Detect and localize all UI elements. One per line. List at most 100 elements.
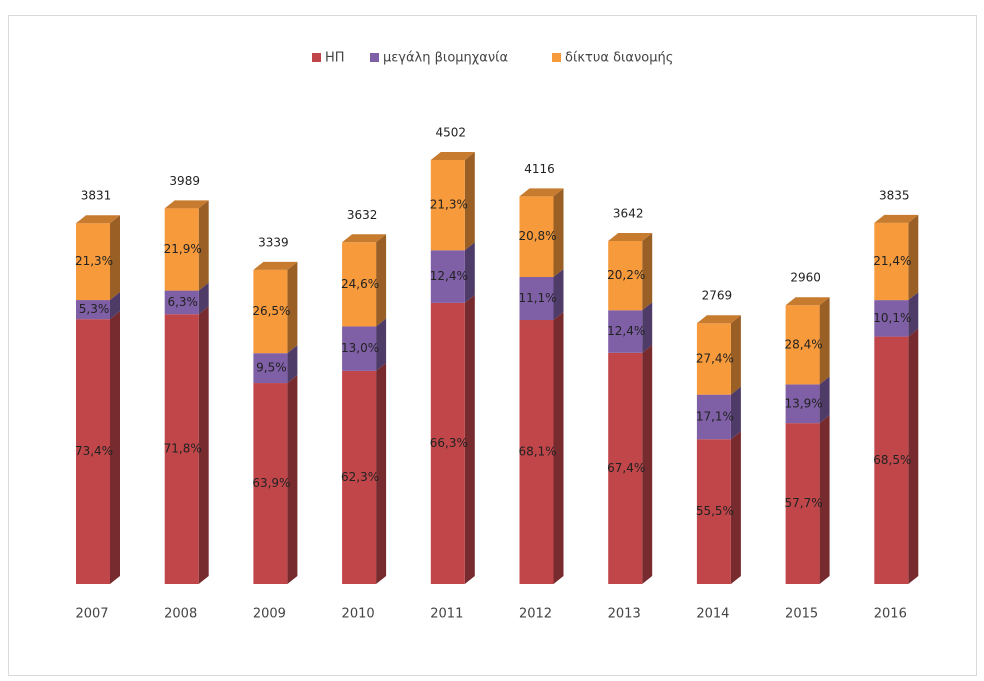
bar-side bbox=[376, 362, 387, 584]
bar-segment bbox=[608, 310, 643, 353]
chart-frame bbox=[8, 15, 977, 676]
bar-segment bbox=[519, 276, 554, 321]
segment-label: 63,9% bbox=[252, 476, 290, 490]
x-tick-label: 2008 bbox=[164, 607, 197, 622]
bar-top bbox=[785, 297, 830, 306]
bar-side bbox=[110, 292, 120, 320]
segment-label: 11,1% bbox=[518, 291, 556, 305]
total-label: 3339 bbox=[258, 235, 289, 249]
bar-side bbox=[287, 345, 298, 384]
bar-segment bbox=[608, 240, 643, 311]
segment-label: 20,2% bbox=[607, 268, 645, 282]
segment-label: 28,4% bbox=[785, 337, 823, 351]
legend: ΗΠ μεγάλη βιομηχανία δίκτυα διανομής bbox=[312, 51, 673, 66]
segment-label: 12,4% bbox=[430, 269, 468, 283]
bar-side bbox=[819, 376, 830, 424]
bar-segment bbox=[608, 352, 643, 584]
total-label: 3831 bbox=[81, 189, 112, 203]
bar-segment bbox=[253, 353, 288, 384]
bar-side bbox=[819, 415, 830, 584]
bar-segment bbox=[76, 319, 110, 584]
legend-swatch bbox=[552, 53, 561, 62]
bar-segment bbox=[253, 383, 288, 584]
segment-label: 12,4% bbox=[607, 324, 645, 338]
bar-side bbox=[642, 232, 653, 311]
bar-segment bbox=[342, 370, 377, 584]
bar-side bbox=[730, 431, 741, 584]
segment-label: 62,3% bbox=[341, 470, 379, 484]
bar-segment bbox=[76, 223, 110, 301]
segment-label: 13,0% bbox=[341, 341, 379, 355]
segment-label: 66,3% bbox=[430, 436, 468, 450]
bar-segment bbox=[696, 323, 731, 395]
segment-label: 24,6% bbox=[341, 277, 379, 291]
bar-side bbox=[553, 188, 564, 277]
bar-top bbox=[253, 261, 298, 270]
segment-label: 67,4% bbox=[607, 461, 645, 475]
bar-side bbox=[110, 215, 120, 301]
bar-segment bbox=[430, 160, 465, 251]
segment-label: 21,3% bbox=[75, 254, 113, 268]
bar-segment bbox=[342, 242, 377, 327]
segment-label: 55,5% bbox=[696, 504, 734, 518]
segment-label: 6,3% bbox=[167, 295, 198, 309]
bar-side bbox=[553, 268, 564, 321]
x-tick-label: 2014 bbox=[696, 607, 729, 622]
segment-label: 17,1% bbox=[696, 409, 734, 423]
segment-label: 71,8% bbox=[164, 442, 202, 456]
bar-segment bbox=[164, 290, 199, 315]
bar-top bbox=[608, 232, 653, 241]
total-label: 4502 bbox=[436, 126, 467, 140]
bar-segment bbox=[164, 314, 199, 584]
segment-label: 73,4% bbox=[75, 444, 113, 458]
bar-side bbox=[908, 214, 919, 301]
bar-side bbox=[908, 328, 919, 584]
bar-segment bbox=[76, 300, 110, 320]
bar-top bbox=[342, 234, 387, 243]
bar-segment bbox=[874, 336, 909, 584]
bar-segment bbox=[696, 394, 731, 440]
legend-swatch bbox=[370, 53, 379, 62]
bar-side bbox=[642, 344, 653, 584]
bar-top bbox=[874, 214, 919, 223]
bar-segment bbox=[430, 302, 465, 584]
bar-segment bbox=[785, 384, 820, 424]
bar-segment bbox=[342, 326, 377, 371]
bar-segment bbox=[253, 269, 288, 354]
segment-label: 5,3% bbox=[79, 302, 110, 316]
bar-side bbox=[642, 302, 653, 353]
x-tick-label: 2007 bbox=[75, 607, 108, 622]
legend-label: μεγάλη βιομηχανία bbox=[383, 51, 508, 66]
segment-label: 68,5% bbox=[873, 453, 911, 467]
bar-segment bbox=[874, 300, 909, 337]
bar-top bbox=[76, 215, 120, 224]
bar-segment bbox=[430, 250, 465, 303]
segment-label: 10,1% bbox=[873, 311, 911, 325]
segment-label: 68,1% bbox=[518, 445, 556, 459]
bar-side bbox=[287, 261, 298, 354]
segment-label: 21,9% bbox=[164, 242, 202, 256]
bar-segment bbox=[874, 222, 909, 301]
bar-side bbox=[287, 375, 298, 584]
bar-side bbox=[198, 200, 209, 291]
x-tick-label: 2012 bbox=[519, 607, 552, 622]
legend-label: ΗΠ bbox=[325, 51, 345, 66]
bar-side bbox=[908, 292, 919, 337]
bar-segment bbox=[696, 439, 731, 584]
x-tick-label: 2015 bbox=[785, 607, 818, 622]
bar-segment bbox=[785, 305, 820, 385]
bar-side bbox=[730, 386, 741, 440]
bar-side bbox=[198, 306, 209, 584]
bar-segment bbox=[164, 208, 199, 291]
segment-label: 57,7% bbox=[785, 496, 823, 510]
segment-label: 21,3% bbox=[430, 198, 468, 212]
bar-side bbox=[553, 312, 564, 584]
segment-label: 26,5% bbox=[252, 304, 290, 318]
total-label: 4116 bbox=[524, 162, 555, 176]
bar-side bbox=[730, 315, 741, 395]
total-label: 2960 bbox=[790, 271, 821, 285]
segment-label: 21,4% bbox=[873, 254, 911, 268]
bar-side bbox=[110, 311, 120, 584]
total-label: 3989 bbox=[169, 174, 200, 188]
bar-side bbox=[464, 294, 475, 584]
